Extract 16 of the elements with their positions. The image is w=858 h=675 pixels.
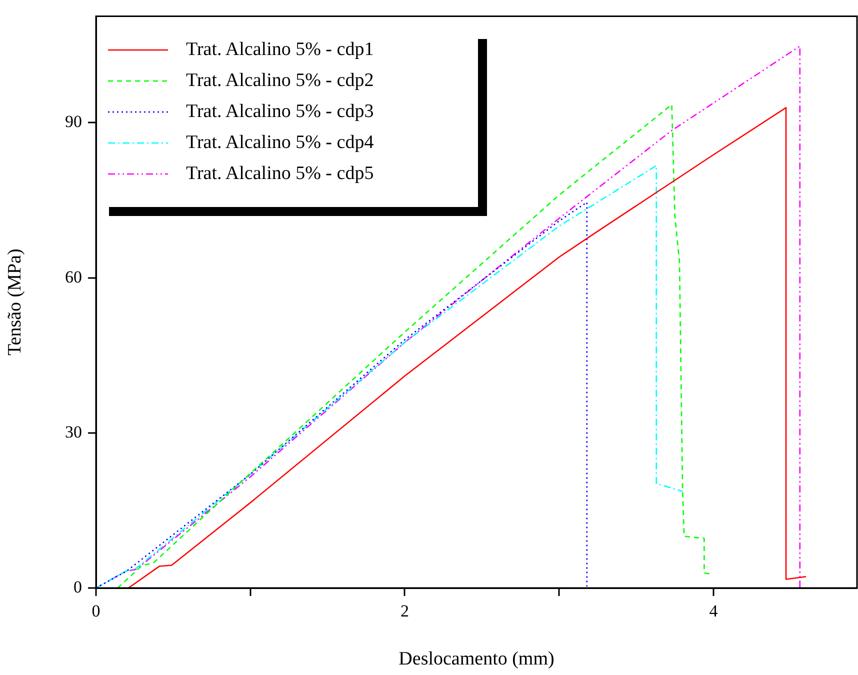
y-tick-label: 60 bbox=[65, 267, 82, 286]
y-tick-label: 0 bbox=[74, 577, 82, 596]
x-tick-label: 4 bbox=[709, 602, 718, 621]
x-axis-title: Deslocamento (mm) bbox=[398, 648, 554, 670]
line-series bbox=[96, 202, 588, 588]
legend-label: Trat. Alcalino 5% - cdp4 bbox=[186, 132, 374, 154]
legend-label: Trat. Alcalino 5% - cdp5 bbox=[186, 162, 374, 184]
y-axis-title: Tensão (MPa) bbox=[4, 248, 26, 356]
legend-label: Trat. Alcalino 5% - cdp2 bbox=[186, 70, 374, 92]
x-tick-label: 2 bbox=[400, 602, 409, 621]
y-tick-label: 30 bbox=[65, 422, 82, 442]
y-tick-label: 90 bbox=[65, 112, 82, 132]
legend-label: Trat. Alcalino 5% - cdp3 bbox=[186, 100, 374, 122]
x-tick-label: 0 bbox=[92, 602, 100, 621]
legend-label: Trat. Alcalino 5% - cdp1 bbox=[186, 38, 374, 60]
line-series bbox=[96, 164, 684, 588]
